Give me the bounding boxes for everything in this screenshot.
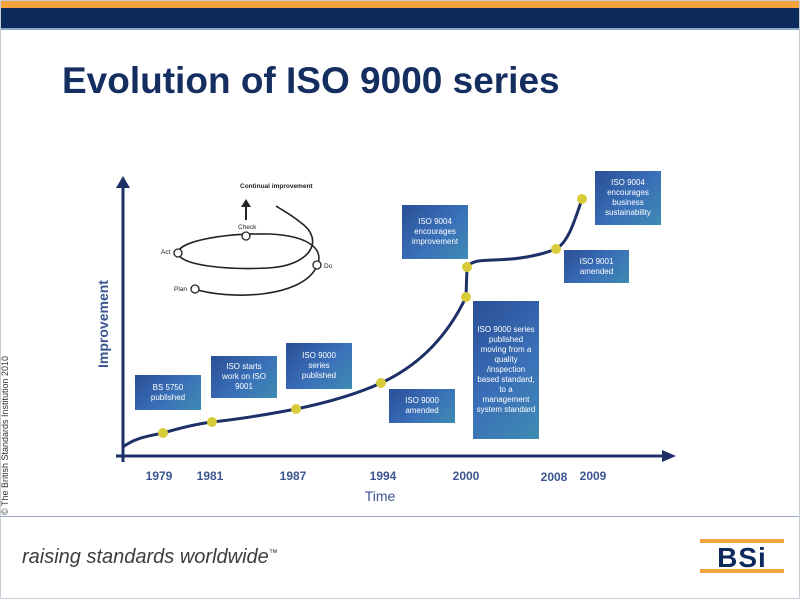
- milestone-text: ISO starts work on ISO 9001: [222, 362, 267, 391]
- year-label: 1979: [146, 469, 173, 483]
- milestone-dot: [376, 378, 386, 388]
- header-orange-stripe: [0, 0, 800, 8]
- cycle-arrow-icon: [241, 199, 251, 207]
- cycle-node-check: [241, 231, 251, 241]
- logo-bottom-stripe: [700, 569, 784, 573]
- cycle-top-label-text: Continual improvement: [240, 183, 313, 190]
- year-label: 1994: [370, 469, 397, 483]
- cycle-label-act: Act: [161, 249, 171, 256]
- milestone-box: ISO 9001 amended: [564, 250, 629, 283]
- milestone-dot: [551, 244, 561, 254]
- milestone-text: ISO 9000 amended: [405, 396, 439, 415]
- milestone-box: ISO 9000 series published: [286, 343, 352, 389]
- milestone-text: BS 5750 published: [150, 382, 186, 402]
- milestone-text: ISO 9000 series published moving from a …: [476, 325, 536, 414]
- milestone-box: ISO starts work on ISO 9001: [211, 356, 277, 398]
- milestone-text: ISO 9000 series published: [301, 351, 337, 380]
- tagline: raising standards worldwide™: [22, 546, 278, 569]
- cycle-label-do: Do: [324, 263, 333, 270]
- year-label: 1987: [280, 469, 307, 483]
- milestone-text: ISO 9004 encourages business sustainabil…: [605, 178, 651, 217]
- bsi-logo: BSi: [700, 539, 784, 573]
- milestone-box: ISO 9000 series published moving from a …: [473, 301, 539, 439]
- year-label: 1981: [197, 469, 224, 483]
- cycle-node-act: [173, 248, 183, 258]
- year-label: 2008: [541, 470, 568, 484]
- milestone-dot: [158, 428, 168, 438]
- milestone-dot: [461, 292, 471, 302]
- y-axis-label: Improvement: [95, 280, 111, 368]
- footer-rule: [0, 516, 800, 517]
- milestone-box: BS 5750 published: [135, 375, 201, 410]
- cycle-loop: [177, 205, 320, 296]
- cycle-node-do: [312, 260, 322, 270]
- milestone-dot: [291, 404, 301, 414]
- cycle-label-plan: Plan: [174, 286, 187, 293]
- logo-top-stripe: [700, 539, 784, 543]
- milestone-dot: [462, 262, 472, 272]
- header-navy-band: [0, 8, 800, 28]
- cycle-node-plan: [190, 284, 200, 294]
- x-axis-arrow: [662, 450, 676, 462]
- milestone-box: ISO 9004 encourages improvement: [402, 205, 468, 259]
- milestone-dot: [207, 417, 217, 427]
- year-label: 2009: [580, 469, 607, 483]
- x-axis-label: Time: [365, 488, 396, 504]
- trademark-symbol: ™: [268, 547, 278, 558]
- y-axis-arrow: [116, 176, 130, 188]
- slide-title: Evolution of ISO 9000 series: [62, 60, 560, 101]
- cycle-top-label: Continual improvement: [240, 183, 313, 190]
- milestone-text: ISO 9001 amended: [579, 256, 614, 276]
- pdca-cycle: Continual improvement Act Check Do Plan: [161, 183, 333, 296]
- year-label: 2000: [453, 469, 480, 483]
- milestone-text: ISO 9004 encourages improvement: [411, 217, 459, 246]
- tagline-text: raising standards worldwide: [22, 546, 269, 568]
- logo-wordmark: BSi: [717, 542, 767, 573]
- header-rule: [0, 28, 800, 30]
- milestone-box: ISO 9004 encourages business sustainabil…: [595, 171, 661, 225]
- milestone-dot: [577, 194, 587, 204]
- milestone-box: ISO 9000 amended: [389, 389, 455, 423]
- cycle-label-check: Check: [238, 224, 257, 231]
